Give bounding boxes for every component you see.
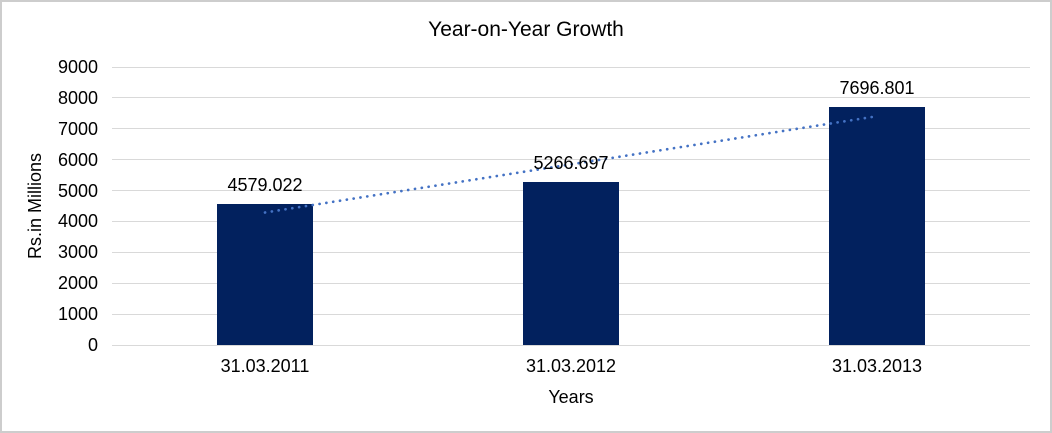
x-tick-label: 31.03.2012 [525, 356, 617, 376]
x-axis-title: Years [548, 387, 594, 407]
y-tick-label: 6000 [57, 149, 98, 170]
y-tick-label: 5000 [57, 180, 98, 201]
y-tick-label: 9000 [57, 57, 98, 77]
bar-data-label: 7696.801 [839, 78, 915, 99]
y-tick-label: 8000 [57, 87, 98, 108]
y-tick-label: 3000 [57, 242, 98, 263]
y-tick-label: 0 [87, 335, 98, 355]
x-tick-label: 31.03.2013 [831, 356, 923, 376]
bar [523, 182, 619, 345]
y-tick-label: 7000 [57, 118, 98, 139]
x-tick-label: 31.03.2011 [220, 356, 310, 376]
y-tick-label: 1000 [57, 304, 98, 325]
bar [217, 203, 313, 345]
gridline [112, 97, 1030, 99]
bar [829, 107, 925, 345]
y-tick-label: 2000 [57, 273, 98, 294]
chart-title: Year-on-Year Growth [428, 18, 624, 41]
bar-data-label: 5266.697 [533, 153, 609, 174]
y-tick-label: 4000 [57, 211, 98, 232]
gridline [112, 344, 1030, 346]
bar-data-label: 4579.022 [227, 174, 303, 195]
gridline [112, 66, 1030, 68]
